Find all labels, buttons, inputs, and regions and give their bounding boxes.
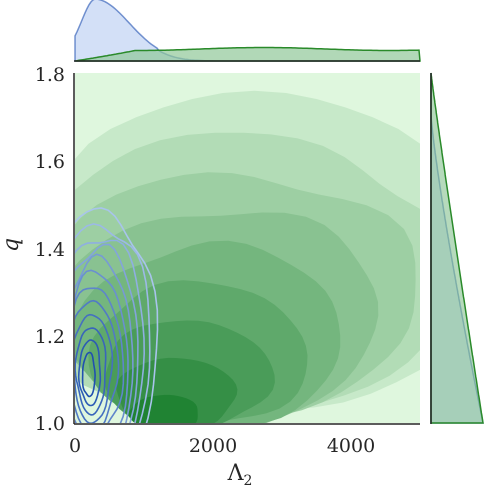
main-plot-area bbox=[75, 73, 420, 423]
y-tick-label-2: 1.4 bbox=[35, 239, 65, 261]
right-marginal-green-density bbox=[430, 72, 484, 424]
x-axis-label: Λ2 bbox=[227, 461, 253, 489]
blue-contour-level-6 bbox=[75, 287, 125, 423]
y-tick-label-3: 1.6 bbox=[35, 151, 65, 173]
y-tick-label-0: 1.0 bbox=[35, 413, 65, 435]
y-tick-label-1: 1.2 bbox=[35, 326, 65, 348]
blue-contour-level-0 bbox=[75, 207, 159, 423]
blue-contour-level-10 bbox=[77, 339, 102, 407]
blue-contour-level-3 bbox=[75, 243, 139, 423]
x-tick-label-1: 2000 bbox=[189, 435, 237, 457]
blue-contour-level-2 bbox=[75, 239, 146, 423]
x-axis-label-subscript: 2 bbox=[243, 473, 252, 489]
x-axis-label-main: Λ bbox=[227, 461, 245, 486]
blue-kde-contours bbox=[75, 207, 159, 423]
axes: 0 2000 4000 1.0 1.2 1.4 1.6 1.8 Λ2 q bbox=[0, 64, 420, 489]
blue-contour-level-4 bbox=[75, 253, 134, 423]
y-axis-label: q bbox=[0, 238, 24, 252]
blue-contour-level-11 bbox=[81, 351, 96, 398]
y-tick-label-4: 1.8 bbox=[35, 64, 65, 86]
blue-contour-level-9 bbox=[75, 327, 107, 416]
top-marginal bbox=[74, 0, 421, 62]
green-contour-level-8 bbox=[128, 394, 198, 423]
blue-contour-level-5 bbox=[75, 269, 129, 423]
x-tick-label-0: 0 bbox=[69, 435, 81, 457]
blue-contour-level-1 bbox=[75, 223, 151, 423]
top-marginal-green-density bbox=[74, 46, 421, 62]
right-marginal bbox=[430, 72, 484, 424]
blue-contour-level-7 bbox=[75, 299, 120, 423]
blue-contour-level-8 bbox=[75, 313, 114, 423]
x-tick-label-2: 4000 bbox=[327, 435, 375, 457]
green-kde-contours bbox=[75, 90, 420, 423]
